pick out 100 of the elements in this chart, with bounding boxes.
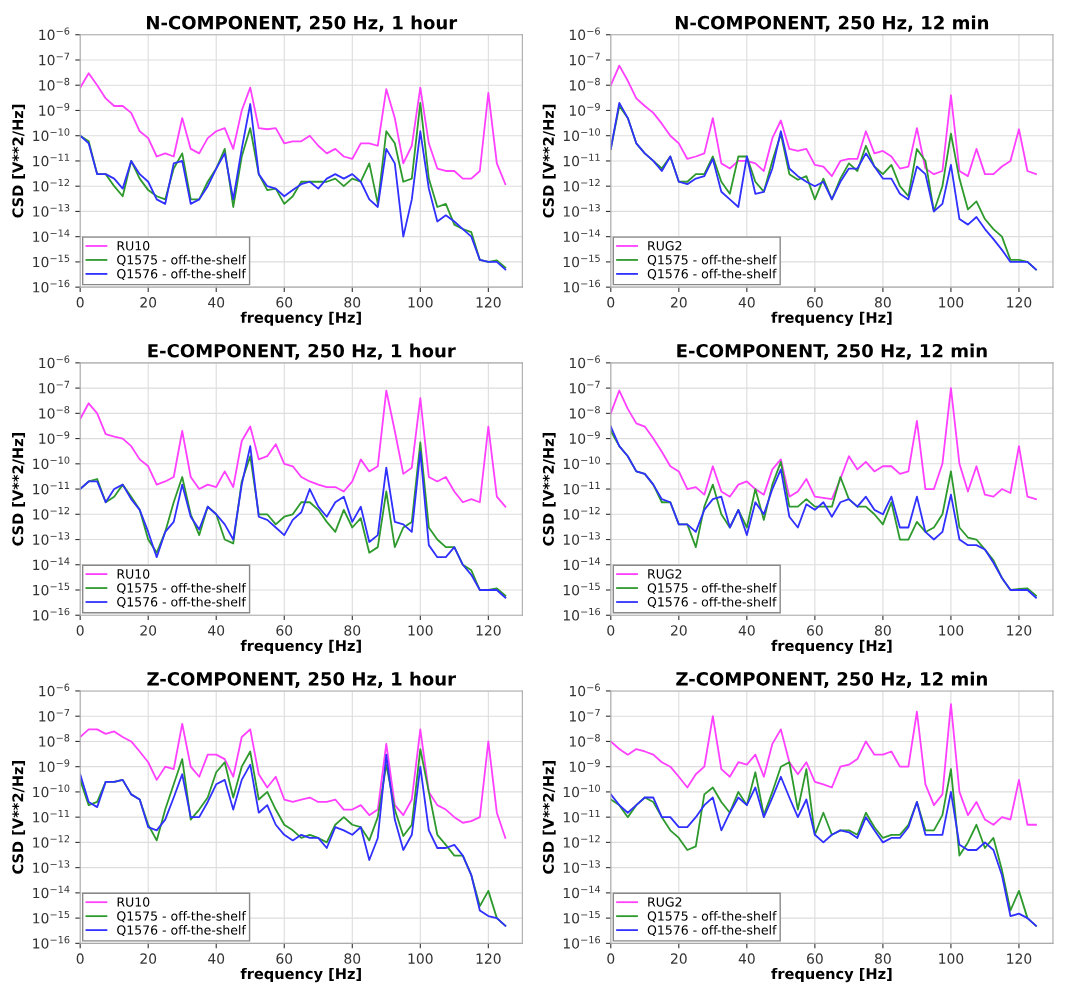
chart-title: N-COMPONENT, 250 Hz, 1 hour <box>147 15 458 32</box>
x-tick-label: 120 <box>1007 297 1032 308</box>
legend-label: Q1576 - off-the-shelf <box>117 268 247 280</box>
x-tick-label: 100 <box>408 953 433 964</box>
y-tick-label: 10$^{−12}$ <box>33 835 70 848</box>
x-tick-label: 40 <box>208 297 225 308</box>
legend-label: RUG2 <box>648 569 682 579</box>
y-tick-label: 10$^{−16}$ <box>563 279 601 293</box>
legend-label: Q1575 - off-the-shelf <box>647 254 777 266</box>
y-tick-label: 10$^{−8}$ <box>39 405 70 419</box>
x-axis-title: frequency [Hz] <box>771 311 892 326</box>
y-tick-label: 10$^{−13}$ <box>563 860 600 873</box>
y-tick-label: 10$^{−11}$ <box>563 481 600 495</box>
x-tick-label: 60 <box>807 297 823 308</box>
x-axis-title: frequency [Hz] <box>771 967 892 983</box>
y-tick-label: 10$^{−11}$ <box>33 481 70 495</box>
legend-label: Q1576 - off-the-shelf <box>647 925 777 937</box>
y-tick-label: 10$^{−11}$ <box>33 153 70 167</box>
y-tick-label: 10$^{−15}$ <box>563 254 600 268</box>
line-series <box>610 703 1037 826</box>
y-tick-label: 10$^{−10}$ <box>33 784 70 798</box>
y-tick-label: 10$^{−9}$ <box>569 103 600 116</box>
x-tick-label: 120 <box>476 297 501 308</box>
y-tick-label: 10$^{−13}$ <box>33 204 70 217</box>
y-tick-label: 10$^{−12}$ <box>563 178 600 192</box>
y-tick-label: 10$^{−15}$ <box>33 910 70 924</box>
x-tick-label: 80 <box>875 625 891 636</box>
y-tick-label: 10$^{−13}$ <box>33 860 70 873</box>
legend-label: Q1575 - off-the-shelf <box>117 911 247 923</box>
x-tick-label: 80 <box>344 625 361 636</box>
x-tick-label: 60 <box>276 953 293 964</box>
legend-label: Q1576 - off-the-shelf <box>117 596 247 609</box>
x-tick-label: 20 <box>140 953 157 964</box>
line-series <box>80 722 507 839</box>
x-tick-label: 40 <box>738 297 755 308</box>
x-tick-label: 20 <box>671 953 687 964</box>
y-tick-label: 10$^{−12}$ <box>33 178 70 192</box>
y-tick-label: 10$^{−8}$ <box>569 77 600 91</box>
x-tick-label: 0 <box>76 625 84 636</box>
y-tick-label: 10$^{−16}$ <box>33 607 70 621</box>
line-series <box>80 389 507 508</box>
x-tick-label: 80 <box>875 953 891 964</box>
y-tick-label: 10$^{−15}$ <box>33 582 70 596</box>
chart-title: E-COMPONENT, 250 Hz, 1 hour <box>148 343 456 360</box>
x-tick-label: 100 <box>939 297 964 308</box>
y-tick-label: 10$^{−15}$ <box>563 582 600 596</box>
x-tick-label: 60 <box>276 625 293 636</box>
x-tick-label: 100 <box>408 625 433 636</box>
legend-label: Q1576 - off-the-shelf <box>647 596 777 609</box>
x-tick-label: 80 <box>875 297 891 308</box>
y-tick-label: 10$^{−11}$ <box>563 809 600 823</box>
y-tick-label: 10$^{−10}$ <box>33 456 70 470</box>
y-axis-title: CSD [V**2/Hz] <box>542 104 556 218</box>
legend-label: RU10 <box>117 241 150 251</box>
y-tick-label: 10$^{−12}$ <box>563 506 600 520</box>
y-tick-label: 10$^{−6}$ <box>39 355 70 369</box>
y-tick-label: 10$^{−13}$ <box>563 532 600 545</box>
x-tick-label: 40 <box>738 625 755 636</box>
x-tick-label: 0 <box>607 953 615 964</box>
y-tick-label: 10$^{−11}$ <box>33 809 70 823</box>
legend-label: RUG2 <box>648 897 682 907</box>
chart-title: Z-COMPONENT, 250 Hz, 12 min <box>676 671 987 688</box>
x-axis-title: frequency [Hz] <box>240 311 361 326</box>
y-tick-label: 10$^{−13}$ <box>33 532 70 545</box>
y-tick-label: 10$^{−8}$ <box>569 734 600 747</box>
y-tick-label: 10$^{−6}$ <box>39 27 70 41</box>
x-tick-label: 20 <box>140 297 157 308</box>
x-tick-label: 20 <box>671 297 687 308</box>
y-tick-label: 10$^{−16}$ <box>33 279 70 293</box>
x-tick-label: 80 <box>344 953 361 964</box>
y-tick-label: 10$^{−7}$ <box>39 52 70 66</box>
chart-title: Z-COMPONENT, 250 Hz, 1 hour <box>147 671 456 688</box>
legend-label: Q1576 - off-the-shelf <box>647 268 777 280</box>
y-tick-label: 10$^{−16}$ <box>563 607 601 621</box>
y-tick-label: 10$^{−7}$ <box>569 708 600 722</box>
y-tick-label: 10$^{−14}$ <box>563 229 601 243</box>
y-tick-label: 10$^{−15}$ <box>33 254 70 268</box>
y-tick-label: 10$^{−11}$ <box>563 153 600 167</box>
y-tick-label: 10$^{−8}$ <box>39 77 70 91</box>
legend-label: Q1575 - off-the-shelf <box>647 911 777 923</box>
x-tick-label: 120 <box>476 625 501 636</box>
y-tick-label: 10$^{−9}$ <box>39 759 70 773</box>
x-tick-label: 100 <box>939 625 964 636</box>
legend-label: RU10 <box>117 569 150 579</box>
line-series <box>610 64 1037 178</box>
y-tick-label: 10$^{−6}$ <box>39 683 70 697</box>
chart-title: E-COMPONENT, 250 Hz, 12 min <box>677 343 987 360</box>
x-axis-title: frequency [Hz] <box>240 967 361 983</box>
x-tick-label: 120 <box>1007 953 1032 964</box>
x-tick-label: 0 <box>76 297 84 308</box>
x-tick-label: 40 <box>738 953 755 964</box>
line-series <box>80 72 507 186</box>
x-tick-label: 20 <box>140 625 157 636</box>
x-tick-label: 120 <box>476 953 501 964</box>
line-series <box>610 387 1037 501</box>
y-tick-label: 10$^{−9}$ <box>569 431 600 444</box>
y-tick-label: 10$^{−10}$ <box>563 456 600 470</box>
x-tick-label: 40 <box>208 625 225 636</box>
y-axis-title: CSD [V**2/Hz] <box>12 432 26 546</box>
y-axis-title: CSD [V**2/Hz] <box>12 104 26 218</box>
